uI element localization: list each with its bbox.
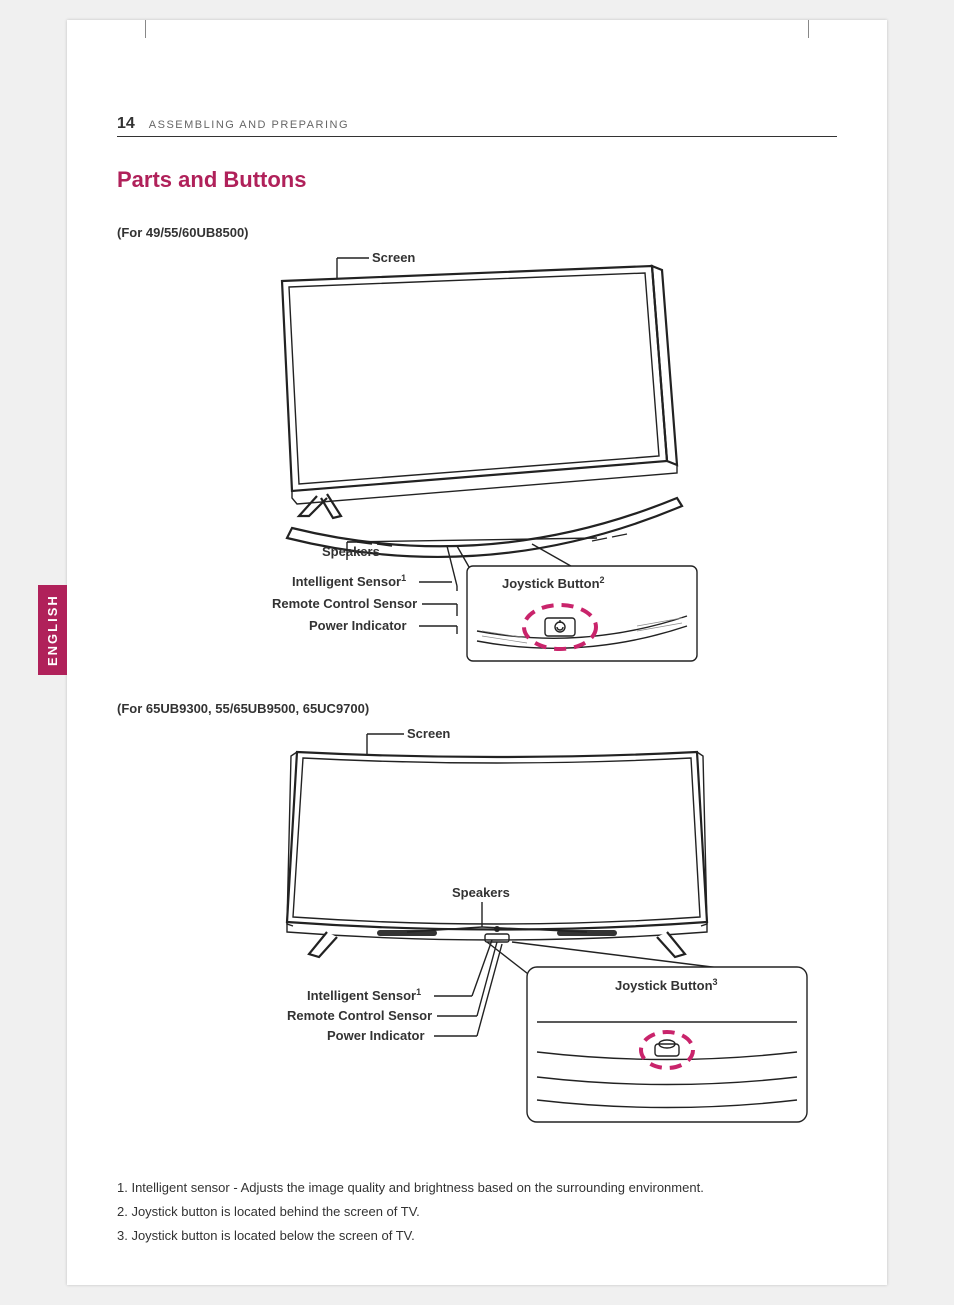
footnote-1: 1. Intelligent sensor - Adjusts the imag…	[117, 1177, 837, 1199]
page-title: Parts and Buttons	[117, 167, 837, 193]
screen-label-2: Screen	[407, 726, 450, 741]
speakers-label: Speakers	[322, 544, 380, 559]
footnote-3: 3. Joystick button is located below the …	[117, 1225, 837, 1247]
intelligent-sensor-label-2: Intelligent Sensor1	[307, 987, 421, 1003]
speakers-label-2: Speakers	[452, 885, 510, 900]
model-label-2: (For 65UB9300, 55/65UB9500, 65UC9700)	[117, 701, 837, 716]
intelligent-sensor-label: Intelligent Sensor1	[292, 573, 406, 589]
power-indicator-label: Power Indicator	[309, 618, 407, 633]
page-number: 14	[117, 115, 135, 133]
joystick-button-label-2: Joystick Button3	[615, 977, 718, 993]
language-tab: ENGLISH	[38, 585, 67, 675]
footnotes: 1. Intelligent sensor - Adjusts the imag…	[117, 1177, 837, 1247]
power-indicator-label-2: Power Indicator	[327, 1028, 425, 1043]
manual-page: ENGLISH 14 ASSEMBLING AND PREPARING Part…	[67, 20, 887, 1285]
tv-diagram-1: Screen	[197, 246, 757, 671]
remote-control-sensor-label: Remote Control Sensor	[272, 596, 417, 611]
section-name: ASSEMBLING AND PREPARING	[149, 119, 349, 131]
joystick-button-label: Joystick Button2	[502, 575, 605, 591]
page-header: 14 ASSEMBLING AND PREPARING	[117, 115, 837, 137]
screen-label: Screen	[372, 250, 415, 265]
footnote-2: 2. Joystick button is located behind the…	[117, 1201, 837, 1223]
model-label-1: (For 49/55/60UB8500)	[117, 225, 837, 240]
remote-control-sensor-label-2: Remote Control Sensor	[287, 1008, 432, 1023]
page-content: 14 ASSEMBLING AND PREPARING Parts and Bu…	[67, 20, 887, 1289]
tv-diagram-2: Screen	[197, 722, 757, 1147]
